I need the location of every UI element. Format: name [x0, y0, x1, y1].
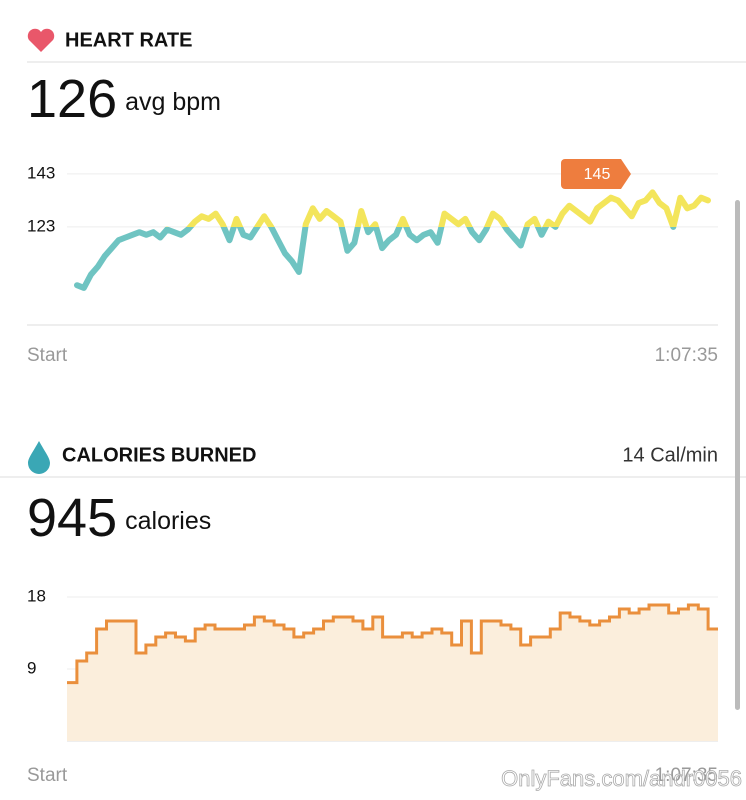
- annotation-label: 145: [584, 166, 611, 183]
- heart-rate-line: [74, 189, 711, 291]
- calories-area: [67, 605, 718, 741]
- section-title: HEART RATE: [65, 29, 192, 51]
- annotation-bubble: [561, 159, 631, 189]
- headline-unit: avg bpm: [125, 88, 221, 116]
- y-tick-label: 9: [27, 658, 36, 677]
- x-label-end: 1:07:35: [655, 765, 718, 786]
- section-title: CALORIES BURNED: [62, 444, 256, 466]
- rate: 14 Cal/min: [622, 444, 718, 466]
- y-tick-label: 143: [27, 163, 55, 182]
- headline-unit: calories: [125, 507, 211, 535]
- watermark: OnlyFans.com/andr0056: [501, 766, 742, 791]
- scrollbar: [735, 200, 740, 710]
- headline-value: 945: [27, 488, 117, 548]
- x-label-start: Start: [27, 345, 68, 366]
- headline-value: 126: [27, 69, 117, 129]
- calories-line: [67, 603, 718, 685]
- x-label-end: 1:07:35: [655, 345, 718, 366]
- headline: 945 calories: [27, 488, 211, 548]
- y-tick-label: 123: [27, 216, 55, 235]
- heart-icon: [27, 28, 55, 52]
- x-label-start: Start: [27, 765, 68, 786]
- headline: 126 avg bpm: [27, 69, 221, 129]
- drop-icon: [28, 441, 50, 474]
- y-tick-label: 18: [27, 586, 46, 605]
